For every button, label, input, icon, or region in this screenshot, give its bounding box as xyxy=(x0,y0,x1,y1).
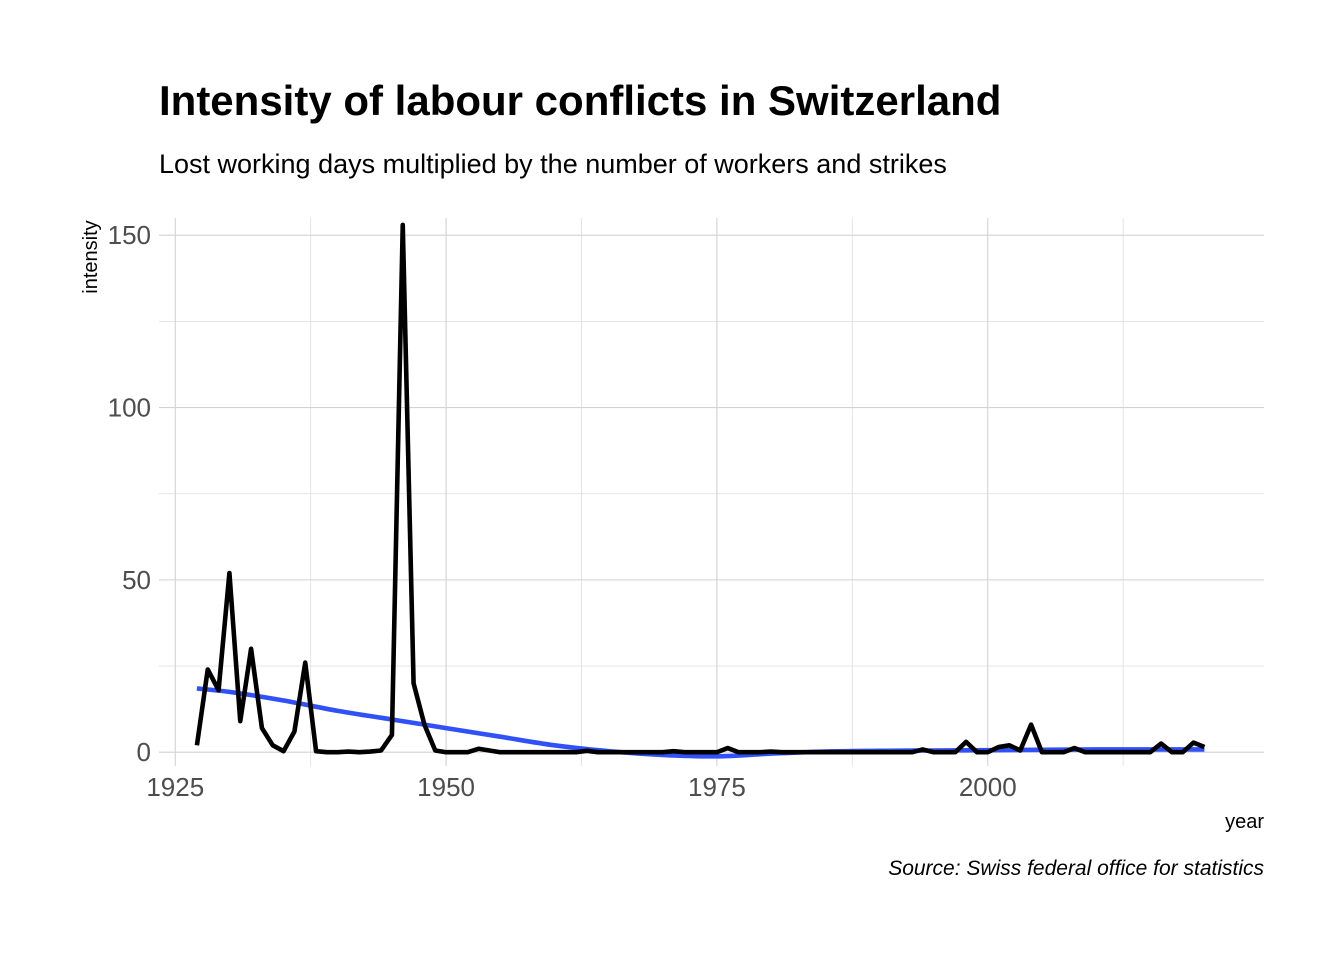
y-tick-label: 0 xyxy=(137,737,151,767)
trend-line xyxy=(196,686,1205,759)
y-tick-label: 50 xyxy=(122,565,151,595)
y-tick-label: 100 xyxy=(108,393,151,423)
chart-subtitle: Lost working days multiplied by the numb… xyxy=(159,149,947,179)
y-axis-tick-labels: 0 50 100 150 xyxy=(108,220,151,767)
chart-caption: Source: Swiss federal office for statist… xyxy=(888,857,1264,880)
x-tick-label: 2000 xyxy=(959,772,1017,802)
y-axis-title: intensity xyxy=(80,220,102,293)
x-axis-title: year xyxy=(1225,811,1264,833)
x-tick-label: 1975 xyxy=(688,772,746,802)
x-tick-label: 1925 xyxy=(146,772,204,802)
intensity-line xyxy=(194,222,1206,755)
y-tick-label: 150 xyxy=(108,220,151,250)
x-axis-tick-labels: 1925 1950 1975 2000 xyxy=(146,772,1016,802)
series-lines xyxy=(194,222,1206,759)
x-tick-label: 1950 xyxy=(417,772,475,802)
gridlines xyxy=(159,218,1264,766)
chart-title: Intensity of labour conflicts in Switzer… xyxy=(159,77,1001,124)
